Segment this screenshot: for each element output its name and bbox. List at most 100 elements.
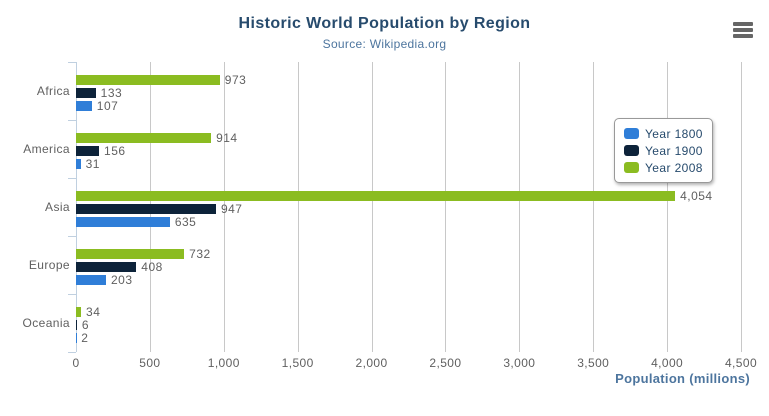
category-label: Asia xyxy=(45,200,70,214)
hamburger-icon xyxy=(733,22,753,26)
category-axis-tick xyxy=(68,352,76,353)
bar-line: 2 xyxy=(76,331,741,345)
value-axis-tick-label: 3,000 xyxy=(503,356,536,370)
bar-value-label: 635 xyxy=(174,215,197,229)
bar[interactable] xyxy=(76,307,82,317)
bar-value-label: 732 xyxy=(189,247,211,261)
legend-swatch-icon xyxy=(624,162,639,173)
legend-swatch-icon xyxy=(624,145,639,156)
value-axis-title: Population (millions) xyxy=(615,371,750,386)
bar-value-label: 2 xyxy=(81,331,89,345)
value-axis-tick-label: 4,000 xyxy=(651,356,684,370)
legend-item[interactable]: Year 1800 xyxy=(624,125,703,142)
value-axis-tick-label: 3,500 xyxy=(577,356,610,370)
value-axis-tick-label: 1,500 xyxy=(281,356,314,370)
bar[interactable] xyxy=(76,217,170,227)
category-bar-group: 4,054 947 635 xyxy=(76,178,741,236)
legend-item[interactable]: Year 1900 xyxy=(624,142,703,159)
value-axis-tick-label: 4,500 xyxy=(724,356,758,370)
hamburger-icon xyxy=(733,34,753,38)
bar-value-label: 31 xyxy=(85,157,100,171)
grid-line xyxy=(667,62,669,352)
category-bar-group: 732 408 203 xyxy=(76,236,741,294)
hamburger-icon xyxy=(733,28,753,32)
bar[interactable] xyxy=(76,88,96,98)
bar-line: 635 xyxy=(76,215,741,229)
bar-value-label: 6 xyxy=(81,318,90,332)
grid-line xyxy=(519,62,521,352)
bar[interactable] xyxy=(76,320,77,330)
legend: Year 1800 Year 1900 Year 2008 xyxy=(614,118,713,183)
bar[interactable] xyxy=(76,146,100,156)
bar[interactable] xyxy=(76,249,185,259)
chart-subtitle: Source: Wikipedia.org xyxy=(322,37,447,51)
grid-line xyxy=(297,62,299,352)
bar-value-label: 973 xyxy=(224,73,247,87)
legend-label: Year 1900 xyxy=(645,143,703,158)
bar-value-label: 947 xyxy=(220,202,243,216)
value-axis-tick-label: 2,000 xyxy=(355,356,388,370)
bar[interactable] xyxy=(76,275,106,285)
bar[interactable] xyxy=(76,159,81,169)
value-axis-labels: 0 500 1,000 1,500 2,000 2,500 3,000 3,500 4,000 4… xyxy=(72,356,756,370)
legend-label: Year 1800 xyxy=(645,126,703,141)
category-label: America xyxy=(23,142,70,156)
bar-line: 133 xyxy=(76,86,741,100)
grid-line xyxy=(593,62,595,352)
bar[interactable] xyxy=(76,191,676,201)
bar-line: 973 xyxy=(76,73,741,87)
plot-area: 973 133 107 914 156 31 4,054 947 635 732 408 203 34 6… xyxy=(68,62,742,353)
category-bar-group: 973 133 107 xyxy=(76,62,741,120)
bar[interactable] xyxy=(76,75,220,85)
bar-value-label: 914 xyxy=(216,131,238,145)
bar-line: 408 xyxy=(76,260,741,274)
value-axis-tick-label: 2,500 xyxy=(429,356,462,370)
bar-line: 6 xyxy=(76,318,741,332)
category-bar-group: 914 156 31 xyxy=(76,120,741,178)
chart-title: Historic World Population by Region xyxy=(238,15,531,32)
grid-line xyxy=(445,62,447,352)
bar-line: 732 xyxy=(76,247,741,261)
legend-label: Year 2008 xyxy=(645,160,703,175)
bar-value-label: 156 xyxy=(104,144,126,158)
category-label: Oceania xyxy=(22,316,70,330)
bar-line: 156 xyxy=(76,144,741,158)
category-bar-group: 34 6 2 xyxy=(76,294,741,352)
category-axis-tick xyxy=(68,294,76,295)
bar-line: 107 xyxy=(76,99,741,113)
bar-value-label: 203 xyxy=(110,273,133,287)
bar[interactable] xyxy=(76,262,137,272)
category-label: Europe xyxy=(28,258,70,272)
category-axis-labels: Africa America Asia Europe Oceania xyxy=(0,62,70,352)
bar-value-label: 107 xyxy=(96,99,119,113)
grid-line xyxy=(371,62,373,352)
category-axis-tick xyxy=(68,236,76,237)
bar-value-label: 34 xyxy=(86,305,101,319)
bars-layer: 973 133 107 914 156 31 4,054 947 635 732 408 203 34 6… xyxy=(76,62,741,352)
category-label: Africa xyxy=(36,84,70,98)
value-axis-tick-label: 500 xyxy=(139,356,161,370)
bar[interactable] xyxy=(76,133,212,143)
bar-line: 203 xyxy=(76,273,741,287)
bar-value-label: 4,054 xyxy=(680,189,713,203)
legend-swatch-icon xyxy=(624,128,639,139)
bar[interactable] xyxy=(76,101,92,111)
bar-value-label: 133 xyxy=(100,86,123,100)
bar-line: 31 xyxy=(76,157,741,171)
value-axis-tick-label: 0 xyxy=(72,356,80,370)
category-axis-tick xyxy=(68,62,76,63)
legend-item[interactable]: Year 2008 xyxy=(624,159,703,176)
bar-line: 914 xyxy=(76,131,741,145)
bar-line: 947 xyxy=(76,202,741,216)
bar-line: 4,054 xyxy=(76,189,741,203)
export-menu-button[interactable] xyxy=(733,22,753,38)
bar[interactable] xyxy=(76,204,216,214)
category-axis-tick xyxy=(68,120,76,121)
bar-value-label: 408 xyxy=(141,260,163,274)
grid-line xyxy=(741,62,742,352)
grid-line xyxy=(223,62,225,352)
bar-line: 34 xyxy=(76,305,741,319)
category-axis-tick xyxy=(68,178,76,179)
value-axis-tick-label: 1,000 xyxy=(207,356,240,370)
